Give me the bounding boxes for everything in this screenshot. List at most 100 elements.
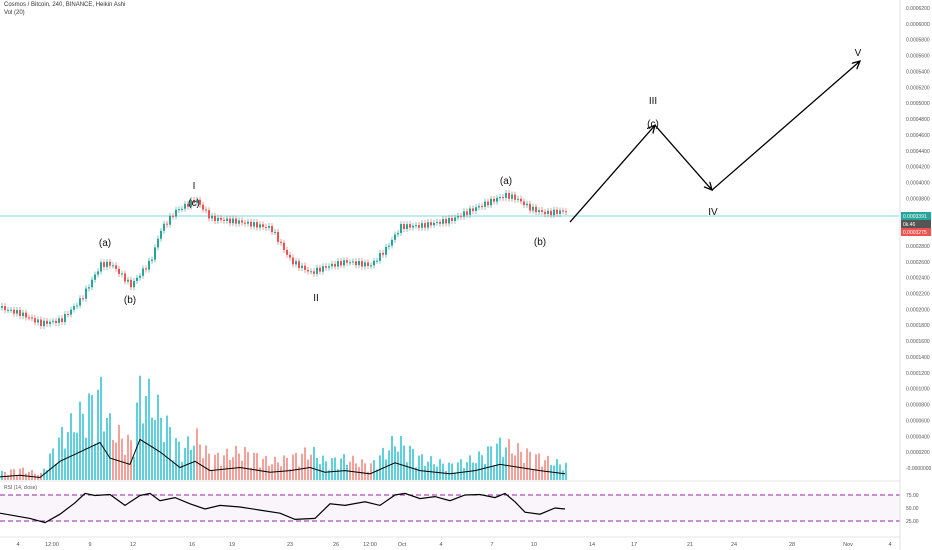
candle-body	[472, 208, 474, 212]
volume-bar	[493, 465, 495, 480]
price-tick-label: 0.0004400	[906, 149, 930, 155]
price-tick-label: 0.0004600	[906, 133, 930, 139]
volume-bar	[220, 465, 222, 480]
candle-body	[415, 225, 417, 227]
candle-body	[307, 269, 309, 272]
candle-body	[97, 271, 99, 275]
candle-body	[181, 208, 183, 210]
candle-body	[34, 318, 36, 323]
candle-body	[115, 265, 117, 269]
candle-body	[382, 252, 384, 255]
volume-bar	[127, 434, 129, 480]
candle-body	[337, 261, 339, 267]
volume-bar	[334, 457, 336, 480]
volume-bar	[94, 443, 96, 480]
candle-body	[529, 203, 531, 211]
candle-body	[334, 263, 336, 267]
volume-bar	[178, 441, 180, 480]
candle-body	[310, 271, 312, 273]
volume-bar	[163, 442, 165, 480]
candle-body	[370, 265, 372, 267]
candle-body	[61, 318, 63, 323]
candle-body	[238, 220, 240, 224]
volume-bar	[526, 448, 528, 480]
candle-body	[157, 238, 159, 248]
candle-body	[445, 219, 447, 224]
time-tick-label: 9	[88, 542, 91, 548]
candle-body	[367, 262, 369, 266]
volume-bar	[430, 456, 432, 480]
candle-body	[478, 206, 480, 208]
wave-label: (b)	[124, 295, 136, 306]
volume-bar	[352, 455, 354, 480]
price-tick-label: 0.0000400	[906, 434, 930, 440]
candle-body	[517, 198, 519, 200]
candle-body	[172, 215, 174, 217]
candle-body	[226, 218, 228, 221]
wave-label: III	[649, 96, 657, 107]
volume-bar	[343, 454, 345, 480]
volume-bar	[280, 466, 282, 480]
volume-bar	[61, 426, 63, 480]
volume-bar	[85, 437, 87, 480]
candle-body	[250, 221, 252, 227]
candle-body	[418, 225, 420, 228]
volume-bar	[52, 448, 54, 480]
volume-bar	[304, 447, 306, 480]
candle-body	[328, 266, 330, 268]
candle-body	[331, 263, 333, 267]
candle-body	[28, 317, 30, 319]
candle-body	[484, 201, 486, 207]
time-axis: 4 12:00 9 12 16 19 23 26 12:00 Oct 4 7 10 14 17 21 24 28 N…	[16, 542, 891, 548]
candle-body	[256, 222, 258, 228]
candle-body	[31, 317, 33, 319]
volume-bar	[121, 438, 123, 480]
volume-bar	[268, 465, 270, 480]
volume-bar	[328, 470, 330, 480]
volume-bar	[250, 467, 252, 480]
volume-bar	[109, 413, 111, 480]
wave-label: IV	[708, 207, 718, 218]
volume-bar	[517, 443, 519, 480]
candle-body	[442, 219, 444, 224]
volume-bar	[217, 452, 219, 480]
price-tick-label: 0.0002400	[906, 276, 930, 282]
candle-body	[91, 279, 93, 288]
price-tick-label: 0.0002000	[906, 307, 930, 313]
volume-bar	[133, 456, 135, 480]
candle-body	[490, 198, 492, 206]
volume-bar	[193, 445, 195, 480]
volume-bar	[205, 445, 207, 480]
volume-bar	[283, 455, 285, 480]
candle-body	[364, 262, 366, 267]
price-tick-label: 0.0002800	[906, 244, 930, 250]
candle-body	[7, 309, 9, 311]
price-tick-label: 0.0005600	[906, 54, 930, 60]
volume-bar	[1, 470, 3, 480]
candle-body	[136, 277, 138, 281]
price-tick-label: 0.0005400	[906, 69, 930, 75]
candle-body	[430, 222, 432, 226]
volume-bar	[274, 456, 276, 480]
candle-body	[112, 265, 114, 267]
volume-bar	[244, 447, 246, 480]
volume-bar	[73, 432, 75, 480]
candle-body	[283, 242, 285, 250]
volume-bar	[241, 460, 243, 480]
volume-bar	[481, 455, 483, 480]
candle-body	[217, 217, 219, 222]
volume-bar	[532, 469, 534, 480]
volume-bar	[76, 432, 78, 480]
volume-bar	[184, 447, 186, 480]
volume-bar	[547, 455, 549, 480]
volume-bar	[169, 427, 171, 480]
volume-bar	[556, 459, 558, 480]
candle-body	[355, 261, 357, 266]
candle-body	[277, 232, 279, 242]
volume-bar	[148, 378, 150, 480]
candle-body	[523, 201, 525, 206]
candle-body	[67, 314, 69, 316]
time-tick-label: Nov	[843, 542, 853, 548]
volume-bar	[91, 394, 93, 480]
